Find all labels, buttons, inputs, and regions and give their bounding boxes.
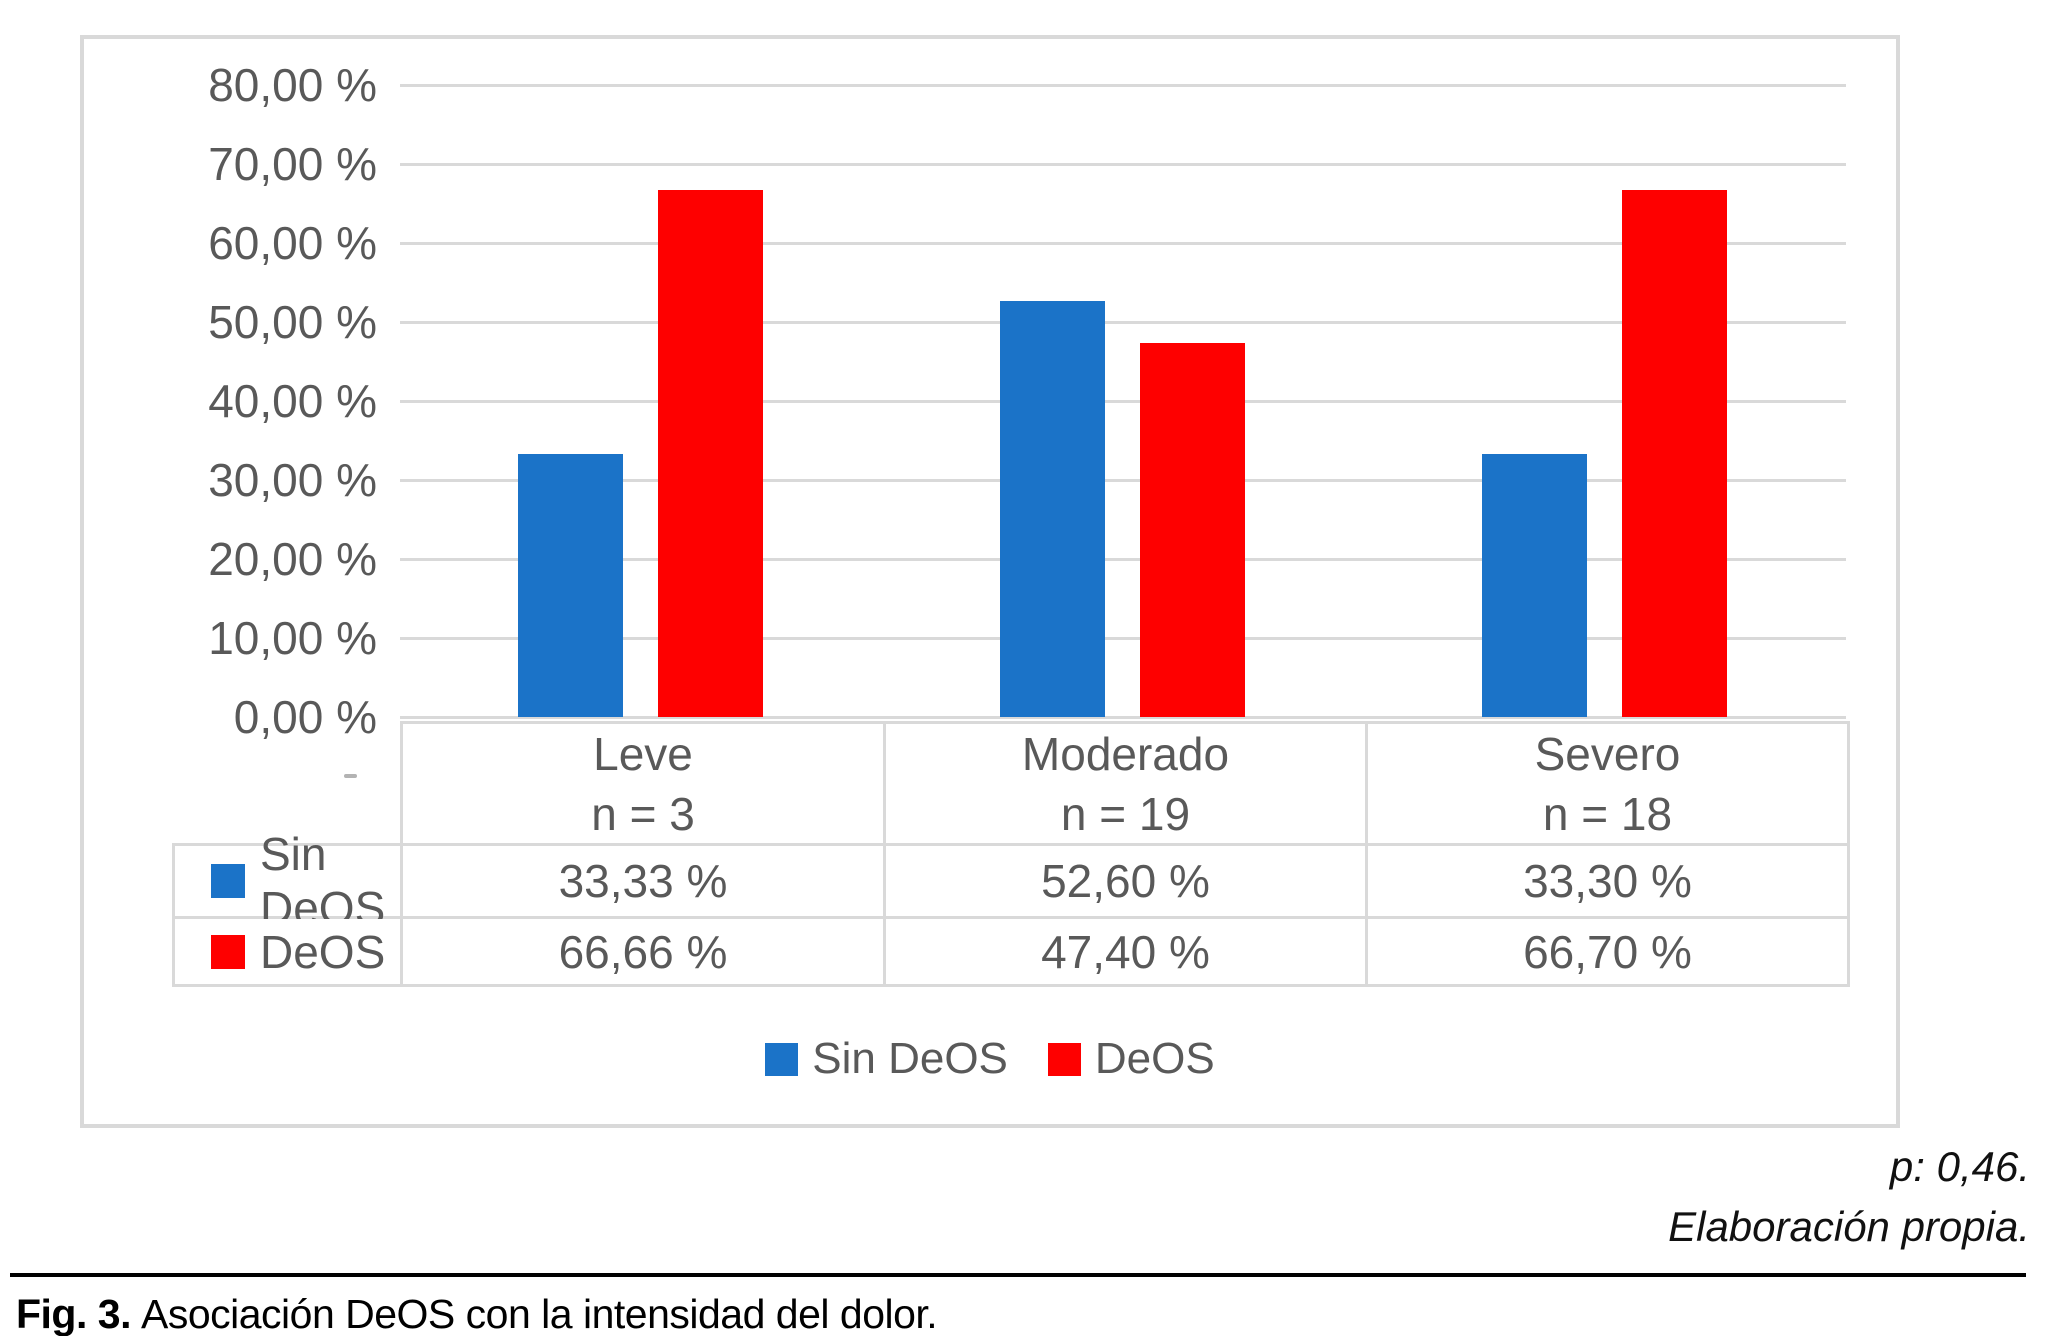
caption-divider — [10, 1273, 2026, 1277]
deos-swatch-icon — [211, 934, 245, 969]
bar-deos-leve — [658, 190, 763, 717]
category-count: n = 18 — [1542, 787, 1673, 840]
sin-deos-swatch-icon — [211, 864, 245, 898]
chart-outer-frame: Leve n = 3 Moderado n = 19 Severo n = 18… — [80, 35, 1900, 1128]
legend-deos-swatch-icon — [1047, 1042, 1081, 1076]
chart-data-table: Leve n = 3 Moderado n = 19 Severo n = 18… — [172, 721, 1850, 987]
category-count: n = 3 — [591, 787, 695, 840]
gridline — [400, 399, 1846, 403]
table-value-sin-deos-severo: 33,30 % — [1368, 846, 1850, 919]
bar-deos-severo — [1622, 190, 1727, 717]
gridline — [400, 715, 1846, 719]
table-value-deos-severo: 66,70 % — [1368, 919, 1850, 987]
gridline — [400, 320, 1846, 324]
figure-caption-label: Fig. 3. — [16, 1291, 131, 1336]
gridline — [400, 478, 1846, 482]
chart-legend: Sin DeOS DeOS — [84, 1034, 1896, 1084]
bar-sin-deos-moderado — [1000, 301, 1105, 717]
figure-caption: Fig. 3. Asociación DeOS con la intensidad… — [16, 1291, 938, 1336]
source-note: Elaboración propia. — [1668, 1203, 2030, 1250]
y-axis-tick-label: 80,00 % — [208, 59, 377, 111]
y-axis-tick-label: 40,00 % — [208, 375, 377, 427]
bar-sin-deos-severo — [1482, 453, 1587, 717]
category-count: n = 19 — [1060, 787, 1191, 840]
y-axis-tick-label: 10,00 % — [208, 612, 377, 664]
gridline — [400, 241, 1846, 245]
table-value-deos-leve: 66,66 % — [403, 919, 886, 987]
table-header-moderado: Moderado n = 19 — [886, 721, 1368, 846]
y-axis-tick-label: 60,00 % — [208, 217, 377, 269]
table-row-key-sin-deos: Sin DeOS — [172, 828, 403, 934]
p-value-note: p: 0,46. — [1889, 1143, 2030, 1190]
legend-sin-deos-swatch-icon — [765, 1042, 799, 1076]
table-value-sin-deos-leve: 33,33 % — [403, 846, 886, 919]
y-axis-tick-label: 70,00 % — [208, 138, 377, 190]
legend-label: DeOS — [1094, 1034, 1215, 1083]
category-label: Severo — [1534, 727, 1681, 780]
y-axis-tick-label: 0,00 % — [233, 691, 377, 743]
bar-sin-deos-leve — [518, 453, 623, 717]
legend-entry-deos: DeOS — [1047, 1034, 1215, 1084]
table-header-severo: Severo n = 18 — [1368, 721, 1850, 846]
table-row-key-deos: DeOS — [172, 919, 403, 987]
gridline — [400, 636, 1846, 640]
table-header-leve: Leve n = 3 — [403, 721, 886, 846]
legend-entry-sin-deos: Sin DeOS — [765, 1034, 1008, 1084]
series-name: DeOS — [260, 925, 386, 978]
gridline — [400, 557, 1846, 561]
figure-caption-text: Asociación DeOS con la intensidad del do… — [140, 1291, 938, 1336]
axis-artifact-dash — [344, 774, 357, 778]
table-corner-empty — [172, 721, 403, 846]
category-label: Moderado — [1021, 727, 1230, 780]
y-axis-tick-label: 30,00 % — [208, 454, 377, 506]
gridline — [400, 162, 1846, 166]
legend-label: Sin DeOS — [812, 1034, 1008, 1083]
y-axis-tick-label: 50,00 % — [208, 296, 377, 348]
table-value-sin-deos-moderado: 52,60 % — [886, 846, 1368, 919]
gridline — [400, 83, 1846, 87]
table-value-deos-moderado: 47,40 % — [886, 919, 1368, 987]
y-axis-tick-label: 20,00 % — [208, 533, 377, 585]
bar-deos-moderado — [1140, 342, 1245, 717]
category-label: Leve — [593, 727, 693, 780]
